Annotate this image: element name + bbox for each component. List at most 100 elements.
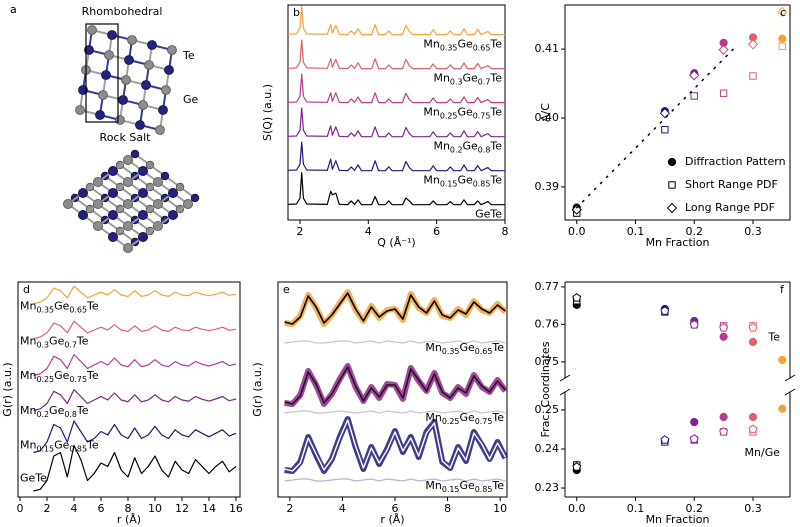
text-run: 0.35 (36, 305, 54, 314)
marker (747, 39, 759, 50)
text-run: Mn (423, 38, 439, 51)
text-run: 0.2 (36, 409, 49, 418)
x-tick-label: 14 (202, 502, 216, 515)
ge-atom (167, 209, 178, 220)
y-tick-label: 0.24 (535, 442, 560, 455)
te-atom (121, 75, 131, 85)
curve (33, 285, 237, 305)
ge-atom (167, 187, 178, 198)
y-axis-label: Frac. Coordinates (539, 341, 552, 437)
text-run: GeTe (20, 472, 47, 485)
ge-atom (130, 149, 140, 159)
marker (719, 427, 729, 436)
text-run: Te (491, 341, 504, 354)
x-tick-label: 2 (296, 225, 303, 238)
curve (287, 172, 505, 206)
text-run: 0.35 (442, 347, 460, 356)
x-tick-label: 10 (148, 502, 162, 515)
ge-atom (137, 231, 148, 242)
marker (778, 42, 787, 51)
text-run: 0.15 (440, 179, 458, 188)
x-tick-label: 6 (97, 502, 104, 515)
te-atom (63, 198, 74, 209)
text-run: 0.3 (36, 340, 49, 349)
text-run: Ge (54, 438, 70, 451)
ge-atom (158, 105, 168, 115)
atom-label: Te (182, 49, 195, 62)
curve (287, 141, 505, 172)
text-run: Te (491, 479, 504, 492)
ge-atom (164, 65, 174, 75)
te-atom (144, 60, 154, 70)
legend-marker (668, 181, 676, 189)
series-label: GeTe (475, 208, 502, 221)
text-run: 0.75 (473, 111, 491, 120)
trend-line (575, 46, 737, 209)
text-run: 0.35 (440, 43, 458, 52)
ge-atom (137, 209, 148, 220)
te-atom (152, 220, 163, 231)
text-run: 0.75 (475, 417, 493, 426)
curve (33, 320, 237, 340)
marker (778, 404, 787, 413)
legend-marker (667, 157, 677, 167)
text-run: Mn (425, 341, 441, 354)
x-tick-label: 16 (229, 502, 243, 515)
legend-label: Diffraction Pattern (685, 155, 786, 168)
text-run: 0.25 (36, 374, 54, 383)
y-tick-label: 0.40 (535, 111, 560, 124)
te-atom (87, 25, 97, 35)
x-tick-label: 8 (502, 225, 509, 238)
y-axis-label: S(Q) (a.u.) (261, 84, 274, 141)
x-tick-label: 0.0 (568, 225, 586, 238)
marker (777, 6, 788, 18)
text-run: Te (76, 334, 89, 347)
marker (748, 337, 758, 347)
text-run: Mn (423, 174, 439, 187)
text-run: Ge (54, 299, 70, 312)
panel-letter: c (780, 6, 786, 19)
series-label: Mn0.2Ge0.8Te (20, 404, 89, 419)
text-run: Ge (459, 411, 475, 424)
text-run: 0.8 (64, 409, 77, 418)
marker (719, 89, 728, 97)
text-run: Mn (425, 411, 441, 424)
marker (718, 44, 729, 55)
curve (284, 292, 506, 325)
x-axis-label: r (Å) (117, 513, 141, 526)
curve (284, 410, 506, 414)
x-tick-label: 12 (175, 502, 189, 515)
axes-frame (17, 281, 241, 498)
legend-label: Long Range PDF (685, 201, 775, 214)
axis-break (784, 374, 796, 382)
ge-atom (78, 209, 89, 220)
y-tick-label: 0.23 (535, 481, 560, 494)
te-atom (145, 160, 155, 170)
curve (287, 39, 505, 70)
curve (33, 420, 237, 454)
ge-atom (124, 55, 134, 65)
series-label: Mn0.25Ge0.75Te (425, 411, 504, 426)
text-run: Mn (20, 404, 36, 417)
text-run: 0.25 (440, 111, 458, 120)
text-run: Te (86, 299, 99, 312)
y-tick-label: 0.77 (535, 280, 560, 293)
text-run: 0.3 (450, 77, 463, 86)
x-tick-label: 4 (71, 502, 78, 515)
y-tick-label: 0.76 (535, 317, 560, 330)
text-run: Mn (20, 438, 36, 451)
text-run: 0.65 (475, 347, 493, 356)
x-tick-label: 6 (433, 225, 440, 238)
curve (287, 107, 505, 138)
text-run: 0.85 (475, 485, 493, 494)
text-run: Te (489, 38, 502, 51)
series-label: GeTe (20, 472, 47, 485)
ge-atom (160, 171, 170, 181)
x-tick-label: 0.1 (627, 502, 645, 515)
marker (778, 34, 787, 43)
text-run: 0.7 (64, 340, 77, 349)
marker (749, 72, 757, 80)
curve (284, 419, 507, 472)
te-atom (161, 85, 171, 95)
